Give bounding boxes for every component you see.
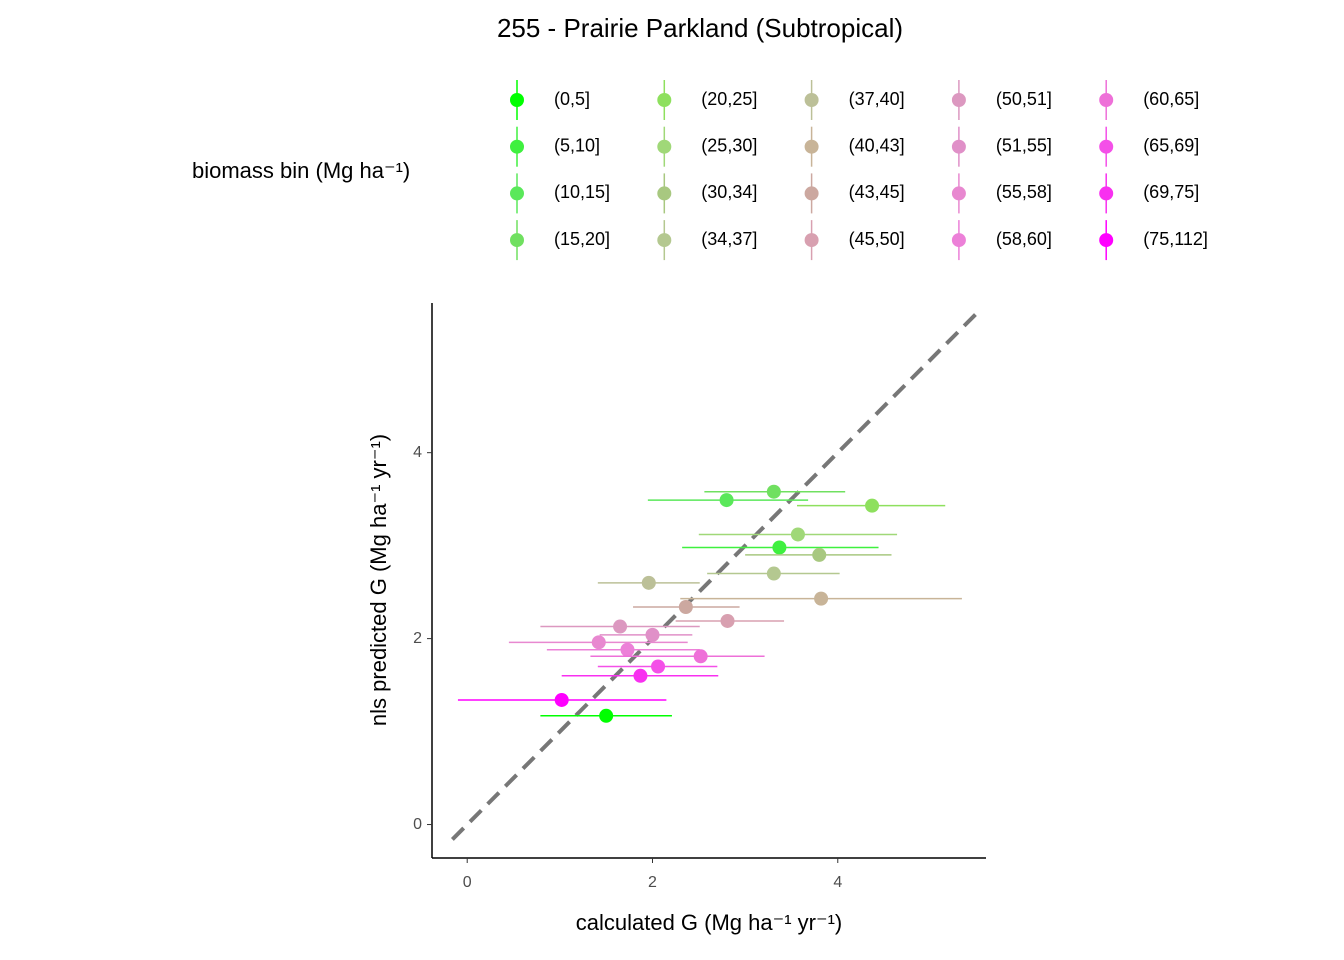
point <box>766 484 781 499</box>
legend-key <box>804 93 819 107</box>
legend-label: (30,34] <box>701 182 757 202</box>
legend-key <box>951 93 966 107</box>
point <box>645 627 660 642</box>
legend-key <box>657 186 672 201</box>
point <box>591 635 606 650</box>
legend-key <box>510 233 524 248</box>
legend-label: (69,75] <box>1143 182 1199 202</box>
point <box>554 692 569 707</box>
y-tick-label: 2 <box>413 630 422 647</box>
legend-key <box>804 186 819 201</box>
legend-key <box>804 233 819 248</box>
legend-label: (55,58] <box>996 182 1052 202</box>
legend-key <box>951 233 966 248</box>
legend-label: (0,5] <box>554 89 590 109</box>
point <box>814 591 829 606</box>
legend-label: (75,112] <box>1143 229 1208 249</box>
legend-key <box>1099 139 1114 154</box>
legend-label: (65,69] <box>1143 135 1199 155</box>
y-tick-label: 0 <box>413 816 422 833</box>
point <box>613 619 628 634</box>
x-axis-label: calculated G (Mg ha⁻¹ yr⁻¹) <box>576 910 843 935</box>
legend-label: (40,43] <box>849 135 905 155</box>
point <box>720 613 735 628</box>
legend-label: (45,50] <box>849 229 905 249</box>
legend-label: (10,15] <box>554 182 610 202</box>
legend-label: (60,65] <box>1143 89 1199 109</box>
x-tick-label: 4 <box>833 874 842 891</box>
legend-label: (15,20] <box>554 229 610 249</box>
legend-label: (25,30] <box>701 135 757 155</box>
point <box>772 540 787 555</box>
legend-key <box>951 186 966 201</box>
y-axis-label: nls predicted G (Mg ha⁻¹ yr⁻¹) <box>366 434 391 726</box>
legend-key <box>510 93 524 107</box>
y-tick-label: 4 <box>413 444 422 461</box>
legend-key <box>657 93 672 107</box>
legend-label: (5,10] <box>554 135 600 155</box>
point <box>865 498 880 513</box>
point <box>641 575 656 590</box>
legend-key <box>1099 233 1114 248</box>
point <box>599 708 614 723</box>
legend-key <box>951 139 966 154</box>
legend-label: (34,37] <box>701 229 757 249</box>
legend-label: (51,55] <box>996 135 1052 155</box>
legend-label: (37,40] <box>849 89 905 109</box>
point <box>678 599 693 614</box>
legend-key <box>657 139 672 154</box>
legend-key <box>1099 93 1114 107</box>
legend-key <box>657 233 672 248</box>
point <box>812 547 827 562</box>
point <box>693 649 708 664</box>
legend-label: (50,51] <box>996 89 1052 109</box>
point <box>633 668 648 683</box>
legend-title: biomass bin (Mg ha⁻¹) <box>192 158 410 183</box>
legend-label: (43,45] <box>849 182 905 202</box>
point <box>651 659 666 674</box>
chart-title: 255 - Prairie Parkland (Subtropical) <box>497 13 903 43</box>
legend-key <box>1099 186 1114 201</box>
point <box>620 642 635 657</box>
legend-key <box>804 139 819 154</box>
legend-label: (20,25] <box>701 89 757 109</box>
point <box>766 566 781 581</box>
x-tick-label: 2 <box>648 874 657 891</box>
legend-key <box>510 186 524 201</box>
point <box>719 493 734 508</box>
legend-label: (58,60] <box>996 229 1052 249</box>
point <box>790 527 805 542</box>
x-tick-label: 0 <box>463 874 472 891</box>
legend-key <box>510 139 524 154</box>
identity-line <box>450 311 979 841</box>
